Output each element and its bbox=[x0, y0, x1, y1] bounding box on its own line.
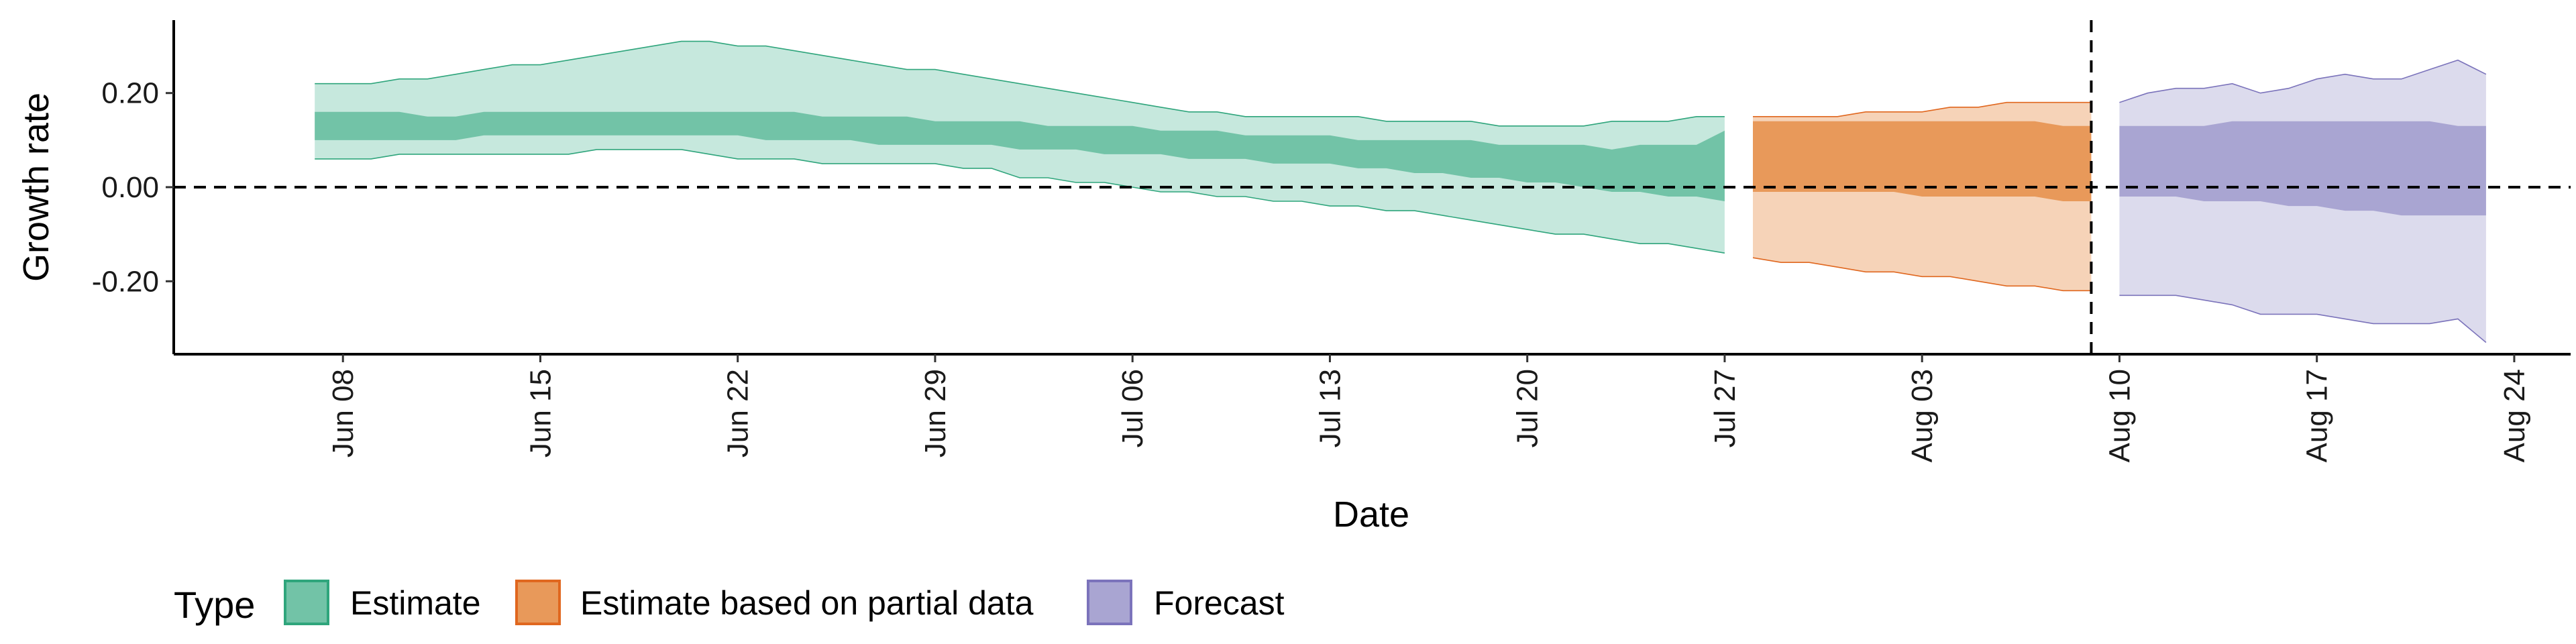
estimate-based-on-partial-data-outer-upper-line bbox=[1753, 101, 2092, 117]
x-ticks: Jun 08 Jun 15 Jun 22 Jun 29 Jul 06 Jul 13 Jul … bbox=[327, 354, 2531, 462]
legend-label-forecast: Forecast bbox=[1154, 584, 1285, 622]
legend: Type Estimate Estimate based on partial d… bbox=[174, 580, 1285, 626]
y-tick-label: -0.20 bbox=[92, 265, 159, 298]
x-tick-label: Jul 20 bbox=[1511, 369, 1544, 447]
y-axis-title: Growth rate bbox=[16, 93, 56, 282]
x-tick-label: Jun 29 bbox=[919, 369, 952, 458]
reference-lines bbox=[174, 20, 2571, 354]
forecast-outer-upper-line bbox=[2119, 59, 2487, 103]
y-ticks: -0.20 0.00 0.20 bbox=[92, 77, 174, 298]
x-tick-label: Aug 03 bbox=[1906, 369, 1939, 462]
estimate-based-on-partial-data-outer-lower-line bbox=[1752, 257, 2092, 292]
legend-label-estimate-based-on-partial-data: Estimate based on partial data bbox=[580, 584, 1034, 622]
x-tick-label: Aug 24 bbox=[2498, 369, 2531, 462]
x-tick-label: Jun 15 bbox=[525, 369, 557, 458]
x-tick-label: Aug 17 bbox=[2301, 369, 2334, 462]
y-tick-label: 0.00 bbox=[101, 171, 159, 204]
legend-swatch-estimate-based-on-partial-data bbox=[515, 580, 561, 625]
estimate-outer-upper-line bbox=[315, 40, 1725, 127]
legend-items: Estimate Estimate based on partial data Fo… bbox=[284, 580, 1285, 625]
legend-label-estimate: Estimate bbox=[350, 584, 481, 622]
ribbon-bands bbox=[315, 40, 2487, 343]
x-tick-label: Aug 10 bbox=[2103, 369, 2136, 462]
y-tick-label: 0.20 bbox=[101, 77, 159, 110]
legend-title: Type bbox=[174, 584, 255, 626]
estimate-based-on-partial-data-inner-band bbox=[1753, 121, 2092, 201]
x-tick-label: Jun 22 bbox=[722, 369, 755, 458]
x-tick-label: Jul 06 bbox=[1116, 369, 1149, 447]
x-axis-title: Date bbox=[1333, 494, 1409, 535]
forecast-inner-band bbox=[2119, 121, 2486, 216]
x-tick-label: Jul 13 bbox=[1313, 369, 1346, 447]
x-tick-label: Jul 27 bbox=[1709, 369, 1741, 447]
x-tick-label: Jun 08 bbox=[327, 369, 360, 458]
estimate-inner-band bbox=[315, 111, 1725, 201]
legend-swatch-estimate bbox=[284, 580, 329, 625]
forecast-outer-lower-line bbox=[2119, 294, 2487, 343]
legend-swatch-forecast bbox=[1087, 580, 1132, 625]
estimate-outer-lower-line bbox=[315, 149, 1725, 254]
